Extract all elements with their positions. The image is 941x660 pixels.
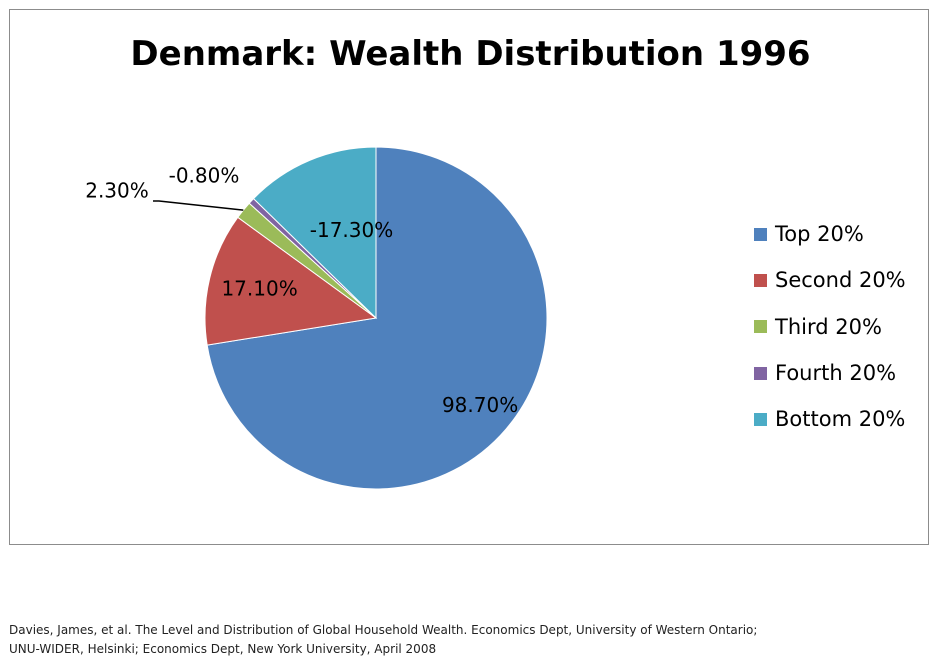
legend-item-top-20: Top 20% bbox=[754, 211, 906, 257]
source-line-1: Davies, James, et al. The Level and Dist… bbox=[9, 623, 758, 637]
legend-swatch bbox=[754, 366, 767, 380]
data-label-fourth-20: -0.80% bbox=[169, 164, 240, 188]
legend-swatch bbox=[754, 227, 767, 241]
legend-item-bottom-20: Bottom 20% bbox=[754, 396, 906, 442]
data-label-third-20: 2.30% bbox=[85, 179, 149, 203]
legend-item-third-20: Third 20% bbox=[754, 304, 906, 350]
pie-slice-second-20 bbox=[204, 216, 378, 346]
chart-title: Denmark: Wealth Distribution 1996 bbox=[130, 34, 811, 74]
pie-slice-top-20 bbox=[206, 146, 548, 490]
data-label-second-20: 17.10% bbox=[221, 277, 297, 301]
data-label-top-20: 98.70% bbox=[442, 393, 518, 417]
source-citation: Davies, James, et al. The Level and Dist… bbox=[9, 621, 757, 659]
leader-line-third-20 bbox=[153, 200, 244, 211]
legend-label: Third 20% bbox=[775, 314, 882, 339]
legend-item-fourth-20: Fourth 20% bbox=[754, 350, 906, 396]
legend: Top 20% Second 20% Third 20% Fourth 20% Bott… bbox=[754, 211, 906, 442]
data-label-bottom-20: -17.30% bbox=[310, 218, 393, 242]
legend-item-second-20: Second 20% bbox=[754, 257, 906, 303]
pie-slice-bottom-20 bbox=[252, 146, 377, 320]
source-line-2: UNU-WIDER, Helsinki; Economics Dept, New… bbox=[9, 642, 437, 656]
legend-label: Bottom 20% bbox=[775, 407, 906, 432]
legend-label: Second 20% bbox=[775, 268, 906, 293]
pie-slices bbox=[204, 146, 548, 490]
legend-swatch bbox=[754, 320, 767, 334]
legend-label: Fourth 20% bbox=[775, 361, 897, 386]
legend-swatch bbox=[754, 273, 767, 287]
legend-label: Top 20% bbox=[775, 222, 864, 247]
legend-swatch bbox=[754, 412, 767, 426]
pie-data-labels: 98.70% 17.10% 2.30% -0.80% -17.30% bbox=[85, 164, 518, 418]
